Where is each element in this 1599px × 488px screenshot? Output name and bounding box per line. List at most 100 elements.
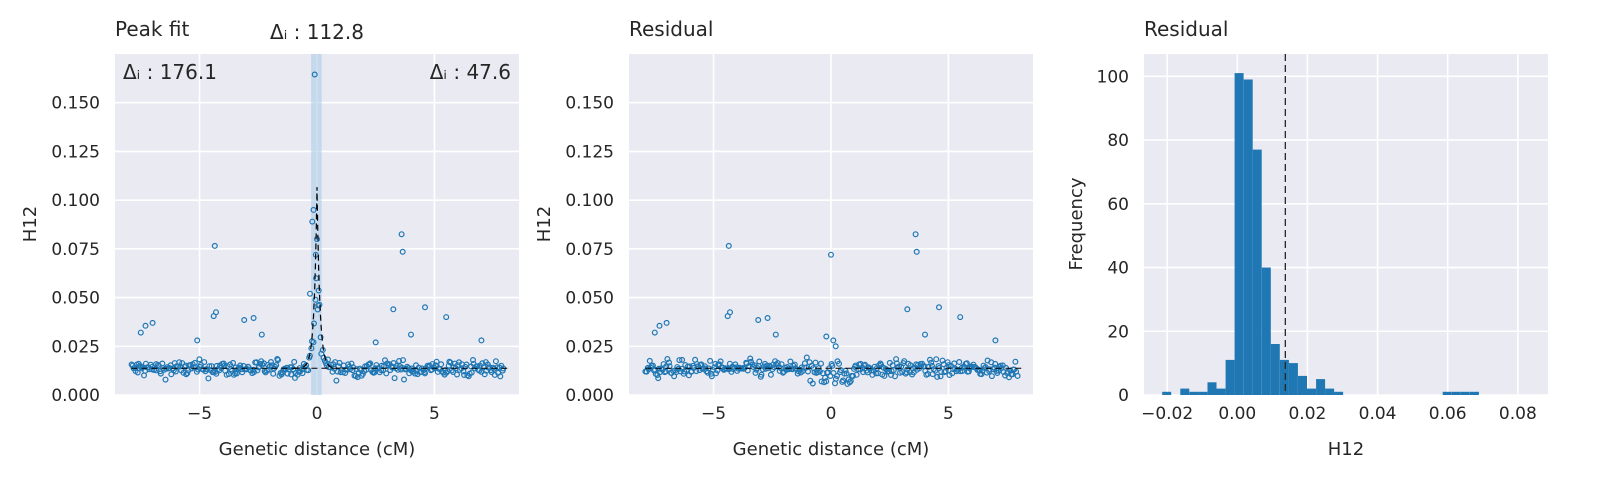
data-point [233,370,240,377]
data-point [679,356,686,363]
data-point [438,361,445,368]
data-point [258,331,265,338]
data-point [399,248,406,255]
data-point [711,364,718,371]
y-tick-label: 0.125 [51,142,100,162]
histogram-bar [1216,388,1226,395]
chart-title: Peak fit [115,17,189,41]
data-point [717,358,724,365]
panel-peak-fit: −5 0 50.0000.0250.0500.0750.1000.1250.150 … [20,17,519,460]
data-point [890,367,897,374]
histogram-bar [1234,73,1244,395]
data-point [172,368,179,375]
peak-fit-curve [293,187,341,369]
x-tick-label: 0 [312,404,323,424]
tick-labels: −5 0 5 0.000 0.025 0.050 0.075 0.100 0.125 0.150 [51,94,440,424]
annotation-right: Δᵢ : 47.6 [430,60,511,84]
panel-residual-histogram: −0.02 0.00 0.02 0.04 0.06 0.08 0 20 40 60 80 100 Re… [1066,17,1548,460]
y-axis-label: Frequency [1066,177,1087,270]
data-point [367,360,374,367]
y-tick-label: 0.100 [565,191,614,211]
y-tick-label: 0.150 [565,94,614,114]
data-point [939,357,946,364]
data-point [963,360,970,367]
data-point [926,356,933,363]
data-point [385,362,392,369]
data-point [912,231,919,238]
data-point [817,360,824,367]
y-tick-label: 0.000 [565,386,614,406]
data-point [312,296,319,303]
histogram-bars [1162,73,1479,395]
data-point [945,362,952,369]
data-point [830,370,837,377]
data-point [752,369,759,376]
data-point [149,319,156,326]
y-axis-label: H12 [20,206,41,242]
data-point [965,368,972,375]
data-point [891,373,898,380]
x-tick-label: 5 [943,404,954,424]
data-point [492,358,499,365]
data-point [823,333,830,340]
data-point [311,320,318,327]
x-tick-label: −0.02 [1141,404,1193,424]
data-point [933,356,940,363]
data-point [230,371,237,378]
data-point [764,315,771,322]
data-point [812,359,819,366]
data-point [270,370,277,377]
data-point [372,339,379,346]
data-point [809,380,816,387]
x-axis-label: Genetic distance (cM) [733,439,930,460]
x-tick-label: 5 [429,404,440,424]
data-point [398,231,405,238]
data-point [707,357,714,364]
data-point [804,368,811,375]
data-point [433,358,440,365]
data-point [390,306,397,313]
data-point [823,378,830,385]
x-tick-label: 0.00 [1218,404,1256,424]
chart-title: Residual [629,17,713,41]
data-point [835,360,842,367]
tick-labels: −5 0 5 0.000 0.025 0.050 0.075 0.100 0.125 0.150 [565,94,954,424]
data-point [205,375,212,382]
data-point [259,361,266,368]
gridlines [629,54,1033,396]
histogram-bar [1243,79,1253,395]
y-tick-label: 100 [1097,67,1129,87]
data-point [830,337,837,344]
histogram-bar [1316,379,1326,395]
histogram-bar [1469,391,1479,395]
data-point [309,218,316,225]
x-axis-label: H12 [1328,439,1364,460]
data-point [934,373,941,380]
data-point [408,331,415,338]
histogram-bar [1442,391,1452,395]
data-point [904,306,911,313]
histogram-bar [1298,375,1307,395]
data-point [772,331,779,338]
data-points [128,71,507,384]
x-tick-label: 0 [826,404,837,424]
data-point [359,370,366,377]
data-point [829,362,836,369]
x-tick-label: −5 [701,404,726,424]
histogram-bar [1270,344,1280,395]
histogram-bar [1252,149,1262,395]
data-point [992,337,999,344]
data-point [194,337,201,344]
data-point [913,248,920,255]
data-point [756,358,763,365]
y-tick-label: 0.075 [565,240,614,260]
histogram-bar [1460,391,1470,395]
data-point [391,375,398,382]
histogram-bar [1162,391,1172,395]
data-point [432,362,439,369]
data-point [651,329,658,336]
histogram-bar [1288,363,1298,395]
data-point [268,359,275,366]
data-point [881,372,888,379]
y-axis-label: H12 [534,206,555,242]
